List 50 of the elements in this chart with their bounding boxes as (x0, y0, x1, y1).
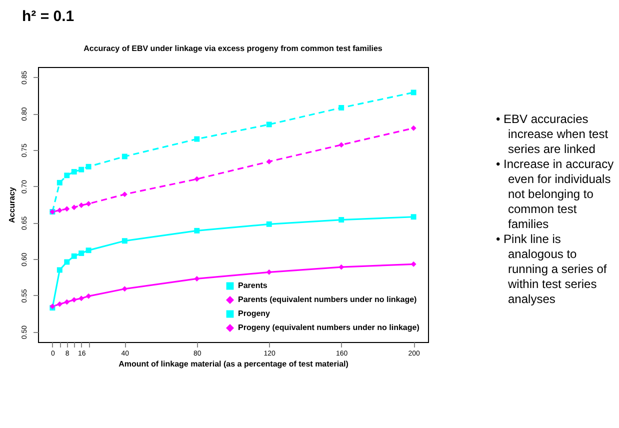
point (56, 267, 62, 273)
point (71, 297, 77, 303)
point (64, 259, 70, 265)
point (410, 90, 416, 96)
point (338, 142, 344, 148)
point (194, 176, 200, 182)
point (71, 253, 77, 259)
point (86, 248, 92, 254)
legend-label: Parents (equivalent numbers under no linkage) (238, 295, 418, 304)
point (78, 296, 84, 302)
point (56, 301, 62, 307)
legend-label: Progeny (equivalent numbers under no linkage) (238, 323, 420, 332)
point (86, 293, 92, 299)
legend-label: Progeny (238, 309, 271, 318)
point (122, 154, 128, 160)
point (194, 228, 200, 234)
point (122, 286, 128, 292)
point (71, 204, 77, 210)
point (266, 158, 272, 164)
point (122, 238, 128, 244)
x-axis-title: Amount of linkage material (as a percentage of test material) (118, 360, 349, 368)
y-axis-title: Accuracy (8, 186, 16, 224)
point (71, 169, 77, 174)
point (122, 192, 128, 198)
point (78, 166, 84, 172)
text: • Pink line is analogous to running a series of within test series analyses (496, 232, 608, 307)
point (56, 180, 62, 186)
point (64, 299, 70, 305)
text: • Increase in accuracy even for individuals not belonging to common test families (496, 157, 615, 232)
chart-subtitle: Accuracy of EBV under linkage via excess progeny from common test families (84, 44, 383, 53)
point (78, 202, 84, 208)
point (338, 217, 344, 223)
point (56, 208, 62, 214)
legend-label: Parents (238, 281, 268, 290)
point (410, 125, 416, 131)
point (64, 206, 70, 212)
text: • EBV accuracies increase when test series are linked (496, 112, 610, 157)
point (86, 164, 92, 170)
point (338, 105, 344, 110)
point (86, 201, 92, 207)
point (194, 136, 200, 142)
point (338, 264, 344, 270)
point (194, 276, 200, 282)
point (266, 269, 272, 275)
point (266, 221, 272, 227)
point (78, 250, 84, 256)
point (266, 122, 272, 128)
point (64, 172, 70, 178)
point (410, 214, 416, 220)
chart-title: h² = 0.1 (22, 8, 74, 25)
